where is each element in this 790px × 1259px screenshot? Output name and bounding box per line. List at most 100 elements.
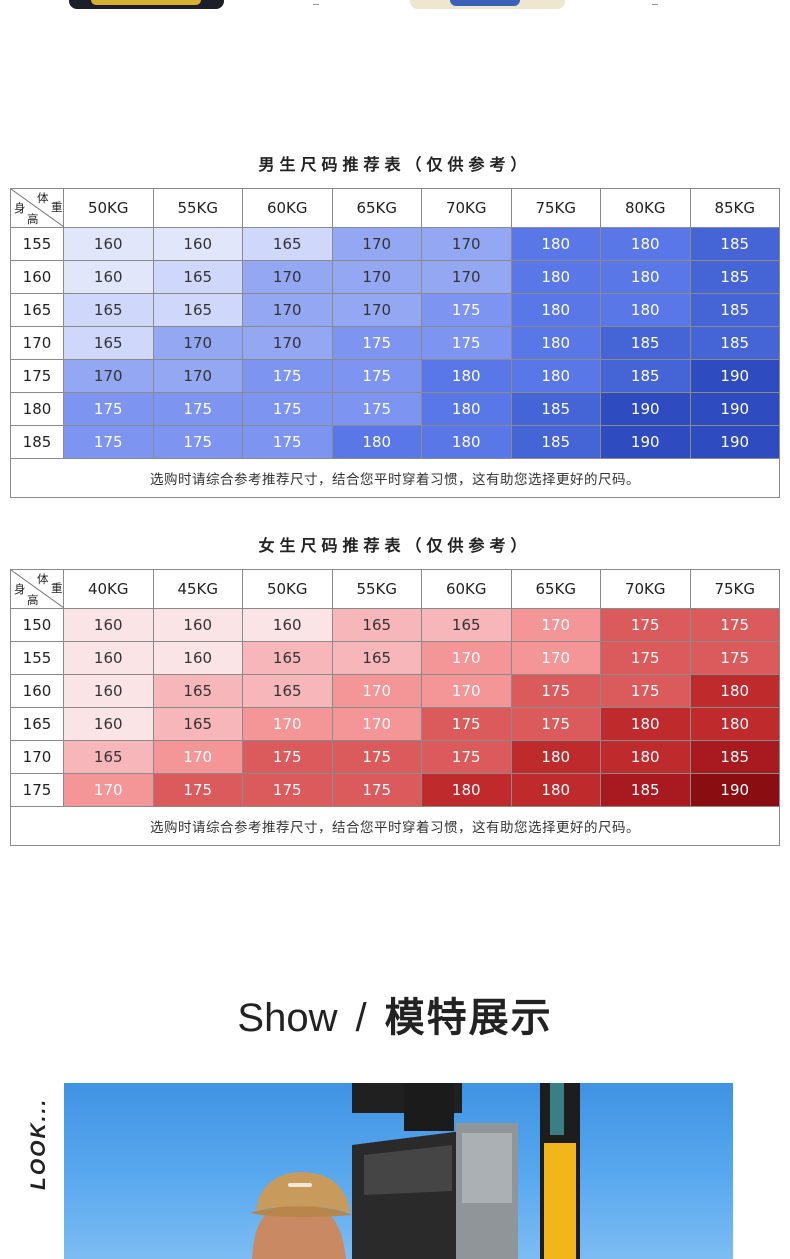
weight-column-header: 75KG	[689, 569, 780, 609]
size-cell: 190	[600, 392, 691, 426]
weight-column-header: 40KG	[63, 569, 154, 609]
size-cell: 160	[152, 227, 243, 261]
table-row: 155 160 160 165 170 170 180 180 185	[10, 227, 780, 261]
size-cell: 170	[152, 359, 243, 393]
size-cell: 175	[63, 392, 154, 426]
size-cell: 170	[242, 326, 333, 360]
size-cell: 180	[421, 392, 512, 426]
size-cell: 170	[242, 707, 333, 741]
signal-panel-illustration	[462, 1133, 512, 1203]
product-thumbnail-dark[interactable]	[69, 0, 224, 9]
size-cell: 170	[331, 707, 422, 741]
header-row: 体 重 身 高 50KG 55KG 60KG 65KG 70KG 75KG 80…	[10, 188, 780, 228]
size-cell: 175	[689, 641, 780, 675]
size-cell: 175	[152, 392, 243, 426]
showcase-title-separator: /	[355, 996, 367, 1040]
size-cell: 160	[63, 707, 154, 741]
size-cell: 170	[152, 326, 243, 360]
product-thumbnail-light[interactable]	[410, 0, 565, 9]
weight-column-header: 70KG	[600, 569, 691, 609]
size-cell: 175	[600, 608, 691, 642]
size-cell: 175	[331, 392, 422, 426]
header-row: 体 重 身 高 40KG 45KG 50KG 55KG 60KG 65KG 70…	[10, 569, 780, 609]
size-cell: 160	[63, 674, 154, 708]
size-cell: 175	[242, 359, 333, 393]
size-cell: 190	[689, 773, 780, 807]
thumbnail-divider	[313, 0, 319, 5]
size-cell: 185	[600, 773, 691, 807]
table-row: 155 160 160 165 165 170 170 175 175	[10, 641, 780, 675]
corner-weight-label-2: 重	[51, 200, 63, 214]
size-cell: 175	[421, 740, 512, 774]
corner-height-label-2: 高	[27, 212, 39, 226]
size-cell: 170	[331, 227, 422, 261]
height-row-header: 165	[10, 293, 64, 327]
signal-visor-illustration	[364, 1145, 452, 1195]
size-cell: 160	[242, 608, 333, 642]
size-cell: 170	[242, 293, 333, 327]
weight-column-header: 65KG	[331, 188, 422, 228]
size-cell: 170	[510, 608, 601, 642]
table-row: 170 165 170 175 175 175 180 180 185	[10, 740, 780, 774]
size-cell: 170	[421, 260, 512, 294]
weight-column-header: 85KG	[689, 188, 780, 228]
table-row: 180 175 175 175 175 180 185 190 190	[10, 392, 780, 426]
size-cell: 160	[63, 608, 154, 642]
size-cell: 165	[331, 608, 422, 642]
size-cell: 175	[421, 707, 512, 741]
size-cell: 175	[331, 326, 422, 360]
size-cell: 190	[689, 425, 780, 459]
size-cell: 160	[63, 641, 154, 675]
size-cell: 175	[331, 773, 422, 807]
size-cell: 160	[63, 260, 154, 294]
size-cell: 180	[689, 707, 780, 741]
size-chart-note: 选购时请综合参考推荐尺寸，结合您平时穿着习惯，这有助您选择更好的尺码。	[10, 806, 780, 846]
size-cell: 170	[63, 773, 154, 807]
signal-bracket-illustration	[404, 1083, 454, 1131]
size-cell: 160	[63, 227, 154, 261]
model-photo	[64, 1083, 733, 1259]
weight-column-header: 70KG	[421, 188, 512, 228]
size-cell: 180	[510, 293, 601, 327]
pole-band-illustration	[544, 1143, 576, 1259]
size-cell: 165	[152, 293, 243, 327]
size-cell: 175	[152, 773, 243, 807]
height-row-header: 160	[10, 674, 64, 708]
size-cell: 180	[510, 227, 601, 261]
weight-column-header: 80KG	[600, 188, 691, 228]
height-row-header: 165	[10, 707, 64, 741]
size-cell: 165	[152, 260, 243, 294]
size-cell: 180	[421, 425, 512, 459]
weight-column-header: 65KG	[510, 569, 601, 609]
size-cell: 165	[242, 227, 333, 261]
size-cell: 185	[689, 227, 780, 261]
size-cell: 180	[600, 707, 691, 741]
weight-column-header: 55KG	[152, 188, 243, 228]
height-row-header: 155	[10, 641, 64, 675]
table-row: 175 170 175 175 175 180 180 185 190	[10, 773, 780, 807]
size-cell: 175	[242, 740, 333, 774]
weight-column-header: 45KG	[152, 569, 243, 609]
size-cell: 180	[421, 773, 512, 807]
size-cell: 165	[242, 641, 333, 675]
size-cell: 185	[510, 425, 601, 459]
table-row: 175 170 170 175 175 180 180 185 190	[10, 359, 780, 393]
size-cell: 170	[331, 293, 422, 327]
size-cell: 175	[331, 740, 422, 774]
size-cell: 180	[600, 293, 691, 327]
size-cell: 170	[242, 260, 333, 294]
person-face-illustration	[252, 1202, 346, 1259]
size-cell: 175	[242, 773, 333, 807]
size-cell: 180	[510, 359, 601, 393]
size-cell: 165	[63, 740, 154, 774]
women-size-chart: 体 重 身 高 40KG 45KG 50KG 55KG 60KG 65KG 70…	[10, 569, 780, 846]
weight-column-header: 60KG	[242, 188, 333, 228]
size-cell: 165	[63, 326, 154, 360]
corner-height-label-2: 高	[27, 593, 39, 607]
size-cell: 175	[152, 425, 243, 459]
product-thumbnail-strip	[0, 0, 790, 12]
size-cell: 165	[152, 707, 243, 741]
size-cell: 180	[689, 674, 780, 708]
men-size-chart: 体 重 身 高 50KG 55KG 60KG 65KG 70KG 75KG 80…	[10, 188, 780, 498]
corner-height-label-1: 身	[14, 201, 26, 215]
